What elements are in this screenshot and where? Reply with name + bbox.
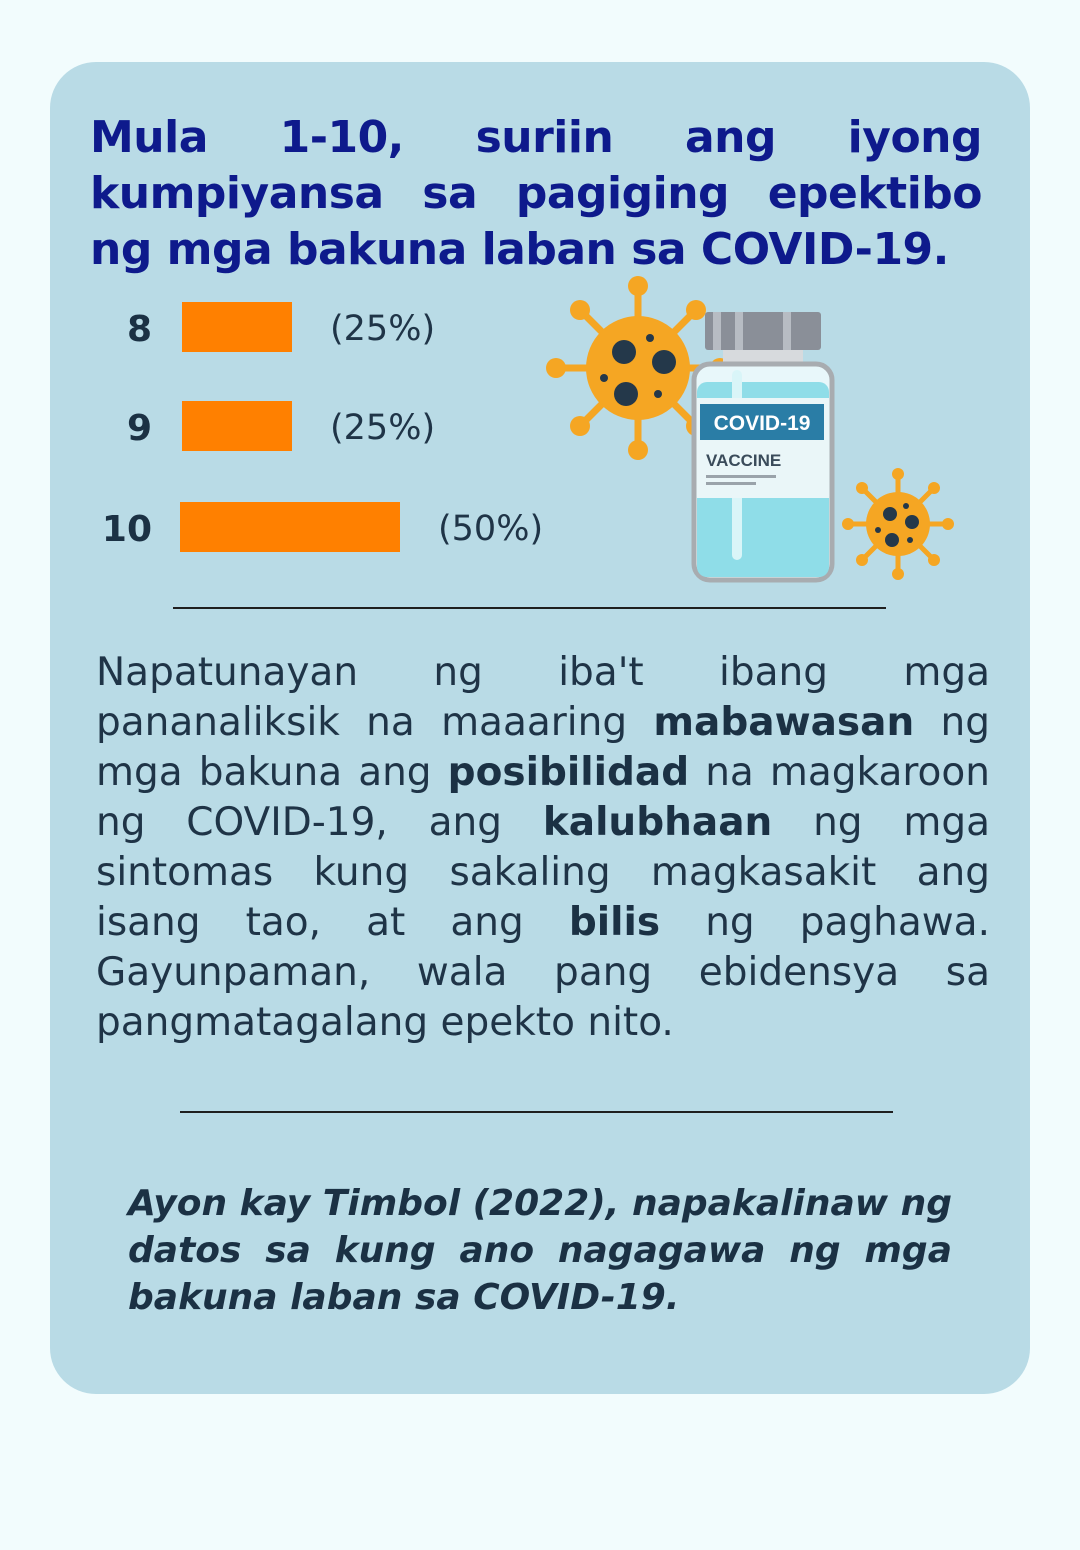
bar-value-label: (25%) bbox=[330, 309, 435, 349]
virus-icon bbox=[842, 468, 954, 580]
body-text-1: Napatunayan ng iba't ibang mga pananalik… bbox=[96, 650, 990, 745]
page-title: Mula 1-10, suriin ang iyong kumpiyansa s… bbox=[90, 112, 983, 275]
bar-category-label: 8 bbox=[127, 309, 152, 350]
rating-bar-chart: 8 (25%) 9 (25%) 10 (50%) bbox=[102, 302, 543, 552]
bar-category-label: 9 bbox=[127, 408, 152, 449]
body-text-2: ng mga bakuna ang bbox=[96, 700, 990, 795]
vaccine-vial-icon: COVID-19 VACCINE bbox=[691, 312, 835, 583]
divider-top bbox=[173, 607, 886, 609]
vial-label-bottom: VACCINE bbox=[706, 451, 781, 470]
bar-value-label: (50%) bbox=[438, 509, 543, 549]
bar bbox=[180, 502, 400, 552]
body-text-4: ng mga sintomas kung sakaling magkasakit… bbox=[96, 800, 991, 945]
body-bold-1: mabawasan bbox=[653, 700, 915, 745]
body-bold-2: posibilidad bbox=[447, 750, 690, 795]
bar-category-label: 10 bbox=[102, 509, 152, 550]
body-paragraph: Napatunayan ng iba't ibang mga pananalik… bbox=[96, 648, 990, 1048]
vial-label-top: COVID-19 bbox=[714, 412, 811, 435]
divider-bottom bbox=[180, 1111, 893, 1113]
body-text-5: ng paghawa. Gayunpaman, wala pang ebiden… bbox=[96, 900, 990, 1045]
body-bold-3: kalubhaan bbox=[542, 800, 773, 845]
vaccine-illustration: COVID-19 VACCINE bbox=[546, 276, 954, 583]
bar bbox=[182, 401, 292, 451]
bar bbox=[182, 302, 292, 352]
body-bold-4: bilis bbox=[568, 900, 661, 945]
body-text-3: na magkaroon ng COVID-19, ang bbox=[96, 750, 990, 845]
content-card bbox=[50, 62, 1030, 1394]
bar-value-label: (25%) bbox=[330, 408, 435, 448]
citation-quote: Ayon kay Timbol (2022), napakalinaw ng d… bbox=[128, 1183, 952, 1318]
